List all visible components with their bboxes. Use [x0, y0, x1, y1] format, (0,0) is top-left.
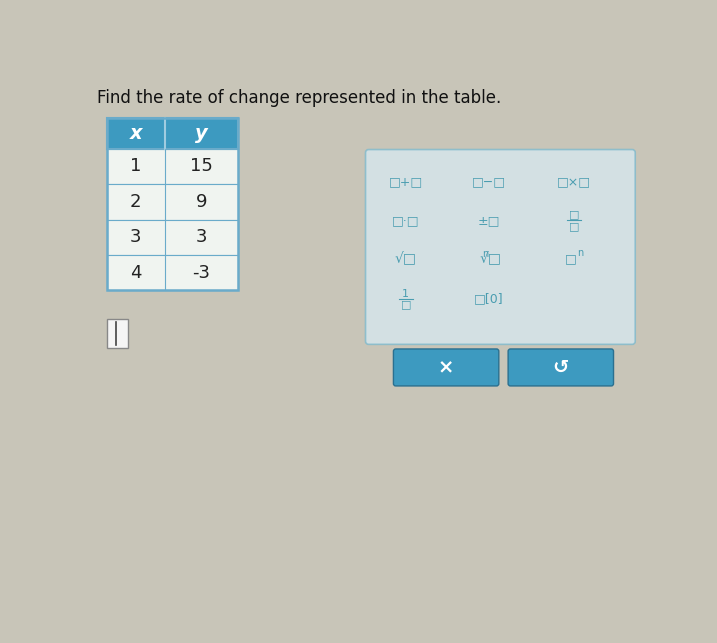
Text: ↺: ↺ — [553, 358, 569, 377]
Text: ±□: ±□ — [478, 214, 500, 227]
Text: 2: 2 — [130, 193, 141, 211]
Text: □×□: □×□ — [557, 176, 591, 188]
Text: 15: 15 — [190, 158, 213, 176]
Text: Find the rate of change represented in the table.: Find the rate of change represented in t… — [98, 89, 502, 107]
Text: 3: 3 — [130, 228, 141, 246]
Text: □: □ — [401, 299, 411, 309]
Text: 1: 1 — [402, 289, 409, 298]
Text: n: n — [577, 248, 584, 258]
FancyBboxPatch shape — [107, 255, 239, 291]
Text: □·□: □·□ — [392, 214, 419, 227]
Text: □[0]: □[0] — [474, 293, 503, 305]
FancyBboxPatch shape — [107, 220, 239, 255]
Text: 9: 9 — [196, 193, 207, 211]
Text: □+□: □+□ — [389, 176, 423, 188]
Text: ×: × — [438, 358, 455, 377]
Text: √□: √□ — [395, 252, 417, 266]
FancyBboxPatch shape — [366, 150, 635, 345]
Text: 4: 4 — [130, 264, 141, 282]
FancyBboxPatch shape — [394, 349, 499, 386]
FancyBboxPatch shape — [508, 349, 614, 386]
Text: n: n — [482, 249, 488, 259]
FancyBboxPatch shape — [107, 319, 128, 349]
Text: x: x — [130, 124, 142, 143]
Text: 3: 3 — [196, 228, 207, 246]
FancyBboxPatch shape — [107, 118, 239, 149]
Text: √□: √□ — [480, 252, 502, 266]
Text: □: □ — [565, 253, 576, 266]
Text: □: □ — [569, 222, 579, 231]
Text: □−□: □−□ — [472, 176, 505, 188]
FancyBboxPatch shape — [107, 149, 239, 184]
Text: □: □ — [569, 209, 579, 219]
Text: 1: 1 — [130, 158, 141, 176]
Text: y: y — [195, 124, 208, 143]
Text: -3: -3 — [193, 264, 211, 282]
FancyBboxPatch shape — [107, 184, 239, 220]
